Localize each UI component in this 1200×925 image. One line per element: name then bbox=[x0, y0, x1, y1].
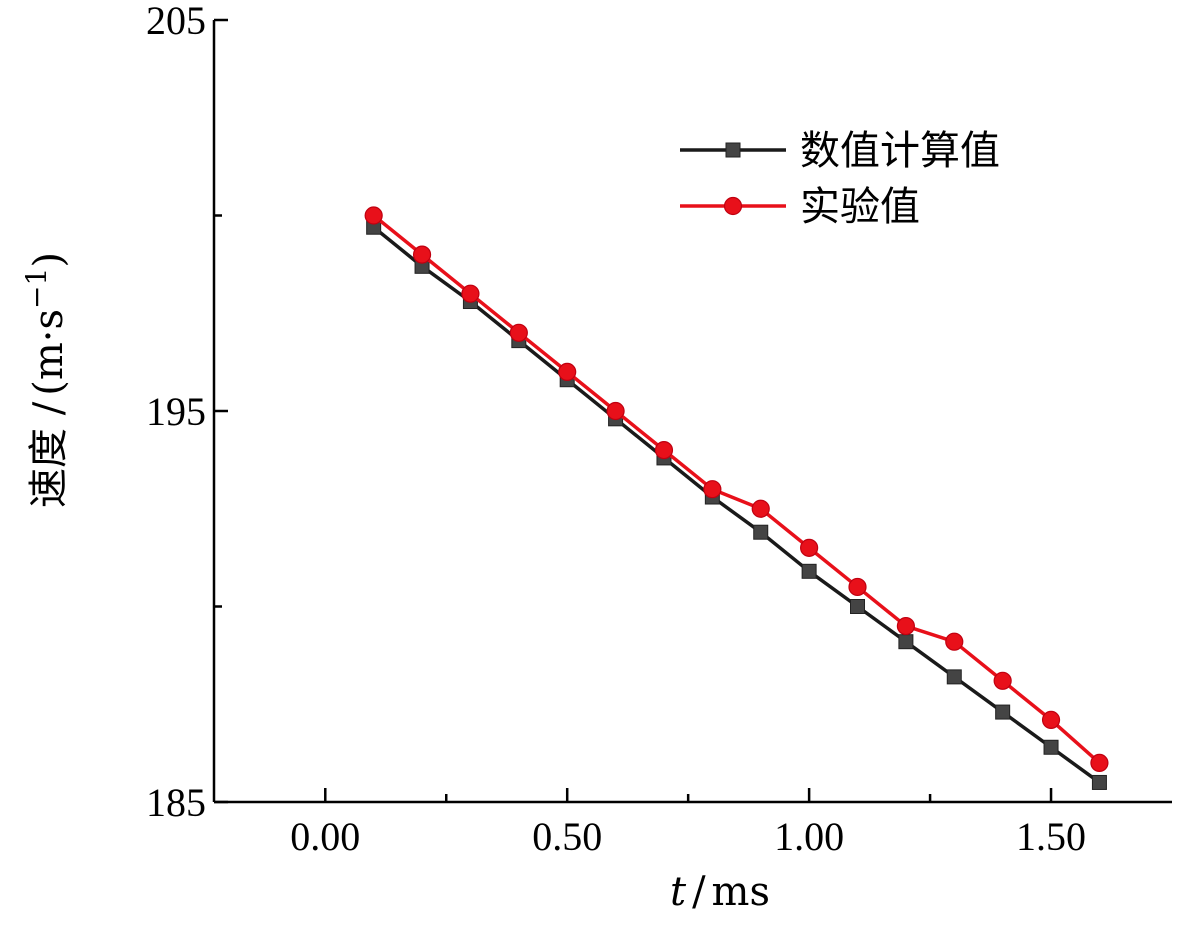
x-axis-unit: ms bbox=[712, 869, 770, 915]
data-point bbox=[896, 616, 915, 636]
data-point bbox=[898, 634, 914, 650]
data-point bbox=[703, 480, 722, 499]
x-tick-label: 0.50 bbox=[532, 814, 602, 859]
data-point bbox=[558, 362, 577, 381]
data-point bbox=[1041, 710, 1061, 729]
x-tick-label: 1.00 bbox=[774, 814, 844, 859]
data-point bbox=[461, 284, 480, 303]
y-tick-label: 185 bbox=[146, 780, 206, 825]
data-point bbox=[946, 669, 962, 685]
data-point bbox=[848, 577, 867, 597]
legend-marker bbox=[725, 142, 741, 158]
series-line bbox=[372, 225, 1101, 784]
data-point bbox=[606, 401, 625, 421]
x-axis-variable: t bbox=[670, 869, 687, 915]
data-point bbox=[753, 524, 769, 540]
data-point bbox=[945, 632, 964, 651]
data-point bbox=[654, 441, 674, 460]
y-axis-label-unit: (m·s bbox=[26, 309, 72, 396]
y-axis-label-close: ) bbox=[26, 252, 72, 268]
data-point bbox=[800, 538, 819, 557]
data-point bbox=[995, 704, 1011, 720]
data-point bbox=[850, 599, 866, 614]
y-axis-label-exponent: −1 bbox=[20, 268, 53, 309]
data-point bbox=[1090, 753, 1109, 773]
y-ticks: 185 195 205 bbox=[146, 0, 228, 825]
legend-marker bbox=[723, 196, 743, 216]
y-axis-title: 速度 / (m·s−1) bbox=[20, 252, 72, 508]
data-point bbox=[1091, 774, 1107, 790]
x-axis-title: t / ms bbox=[670, 869, 770, 915]
y-tick-label: 195 bbox=[146, 389, 206, 434]
y-axis-label-main: 速度 / bbox=[26, 401, 72, 508]
data-point bbox=[751, 499, 770, 518]
data-point bbox=[801, 563, 817, 579]
y-tick-label: 205 bbox=[146, 0, 206, 43]
legend-entry: 实验值 bbox=[680, 184, 920, 230]
data-point bbox=[1043, 739, 1059, 755]
data-point bbox=[364, 206, 383, 225]
legend-label: 数值计算值 bbox=[800, 128, 1000, 174]
series-1 bbox=[366, 219, 1107, 790]
series-line bbox=[372, 214, 1101, 765]
axes bbox=[212, 20, 1172, 804]
x-ticks: 0.00 0.50 1.00 1.50 bbox=[290, 788, 1086, 859]
x-tick-label: 0.00 bbox=[290, 814, 360, 859]
legend-label: 实验值 bbox=[800, 184, 920, 230]
x-tick-label: 1.50 bbox=[1016, 814, 1086, 859]
series-layer bbox=[364, 206, 1109, 790]
data-point bbox=[509, 323, 528, 342]
data-point bbox=[412, 245, 432, 264]
legend-entry: 数值计算值 bbox=[680, 128, 1000, 174]
data-point bbox=[993, 671, 1012, 690]
series-2 bbox=[364, 206, 1109, 773]
x-axis-slash: / bbox=[692, 869, 706, 915]
